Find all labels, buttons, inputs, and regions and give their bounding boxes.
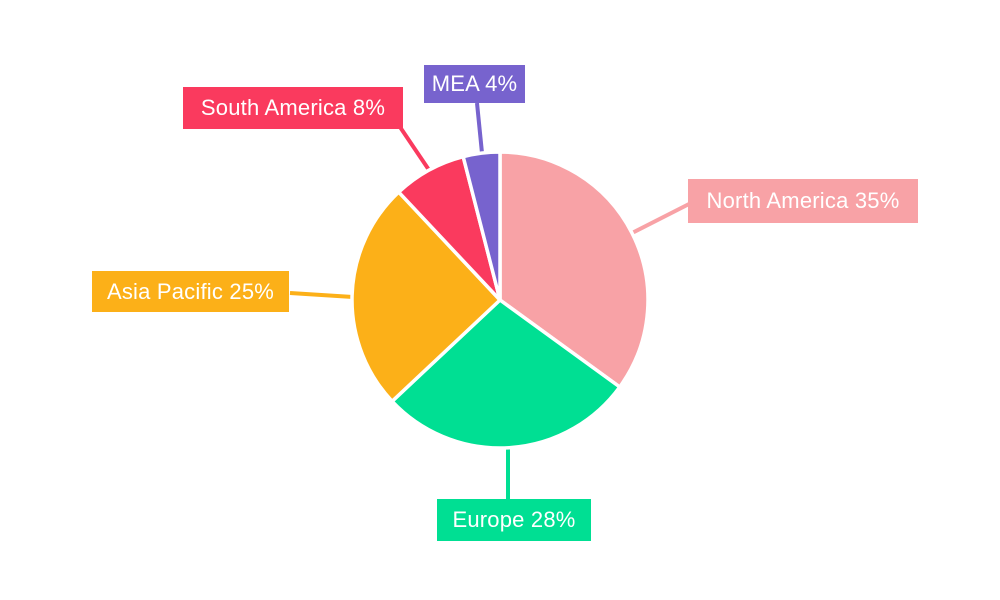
pie-slice-europe [390,298,622,450]
pie-slice-north-america [498,150,650,389]
callout-label-asia-pacific: Asia Pacific 25% [92,271,289,312]
callout-label-south-america: South America 8% [183,87,403,129]
leader-line-mea [475,102,484,154]
leader-line-asia-pacific [289,291,354,299]
pie-slice-mea [461,150,502,302]
leader-line-south-america [398,125,431,172]
callout-label-europe: Europe 28% [437,499,591,541]
leader-line-north-america [631,201,692,235]
callout-label-mea: MEA 4% [424,65,525,103]
callout-label-north-america: North America 35% [688,179,918,223]
pie-slice-asia-pacific [350,190,502,404]
